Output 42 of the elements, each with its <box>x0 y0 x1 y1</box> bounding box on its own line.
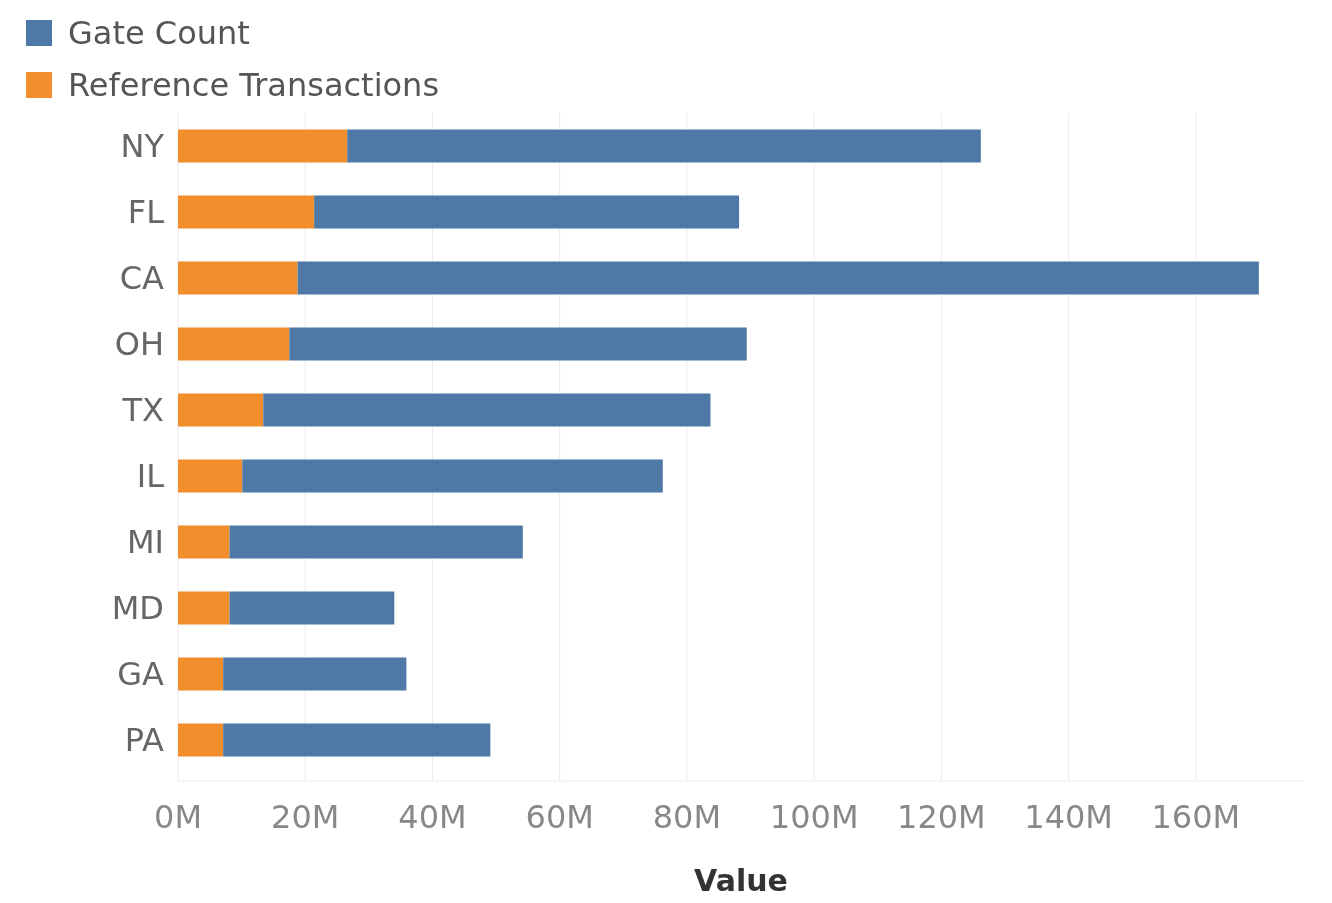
bar <box>178 723 224 757</box>
bar <box>223 657 407 691</box>
y-tick-label: MI <box>126 523 164 562</box>
y-tick-label: GA <box>117 655 165 694</box>
x-tick-label: 0M <box>154 798 202 836</box>
bar <box>297 261 1259 295</box>
y-tick-label: FL <box>127 193 165 232</box>
y-tick-label: PA <box>124 721 165 760</box>
x-tick-label: 80M <box>652 798 722 836</box>
bar <box>289 327 747 361</box>
bar <box>347 129 981 163</box>
bar <box>178 657 224 691</box>
bar <box>178 261 298 295</box>
y-tick-label: NY <box>120 127 165 166</box>
bar <box>229 525 523 559</box>
legend-label: Reference Transactions <box>68 66 440 105</box>
bar <box>178 525 230 559</box>
y-tick-label: TX <box>121 391 164 430</box>
x-tick-label: 40M <box>398 798 467 836</box>
x-axis-title: Value <box>694 863 788 898</box>
bar <box>223 723 491 757</box>
bar <box>178 327 290 361</box>
x-tick-label: 100M <box>769 798 859 836</box>
y-tick-label: CA <box>119 259 165 298</box>
bar <box>229 591 395 625</box>
bar <box>314 195 740 229</box>
bar <box>178 393 264 427</box>
bar <box>178 459 243 493</box>
legend-label: Gate Count <box>68 14 250 53</box>
x-tick-label: 60M <box>525 798 594 836</box>
x-tick-label: 160M <box>1151 798 1241 836</box>
bar <box>178 129 348 163</box>
y-tick-label: IL <box>136 457 165 496</box>
bar <box>178 591 230 625</box>
bar <box>242 459 663 493</box>
y-tick-label: MD <box>111 589 164 628</box>
x-tick-label: 20M <box>271 798 340 836</box>
bar <box>263 393 711 427</box>
y-tick-label: OH <box>114 325 164 364</box>
x-tick-label: 120M <box>897 798 986 836</box>
bar <box>178 195 315 229</box>
x-tick-label: 140M <box>1024 798 1113 836</box>
